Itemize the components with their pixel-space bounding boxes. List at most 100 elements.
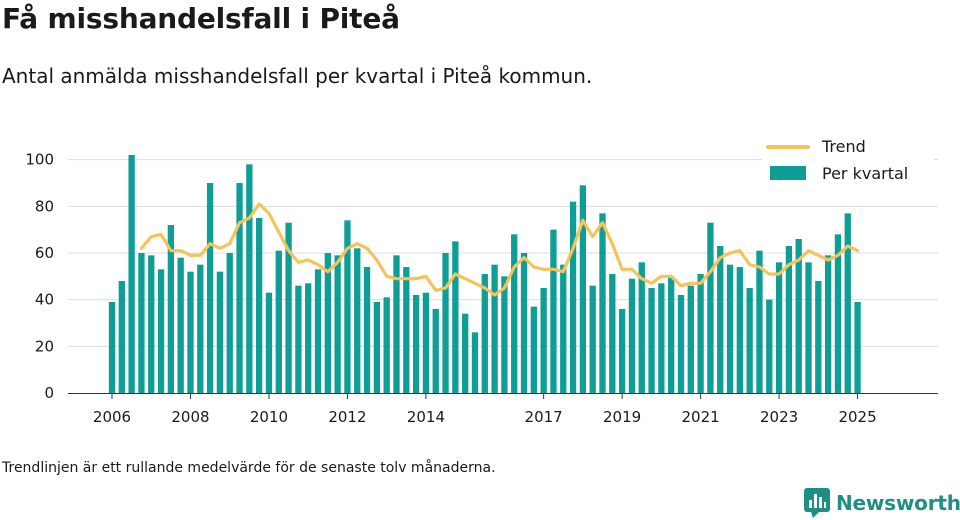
bar [589, 285, 596, 393]
bar [236, 183, 243, 393]
bar [452, 241, 459, 393]
legend: Trend Per kvartal [762, 132, 934, 190]
chart-subtitle: Antal anmälda misshandelsfall per kvarta… [2, 64, 593, 88]
bar [393, 255, 400, 393]
y-tick-label: 60 [35, 244, 54, 262]
bar [177, 257, 184, 393]
bar [756, 250, 763, 393]
bar [285, 222, 292, 393]
bar-chart-speech-bubble-icon [804, 488, 830, 518]
bar [854, 302, 861, 393]
x-tick-label: 2014 [407, 408, 445, 426]
y-tick-label: 0 [44, 384, 54, 402]
x-tick-label: 2012 [328, 408, 366, 426]
bar [638, 262, 645, 393]
y-tick-label: 80 [35, 197, 54, 215]
bar [618, 309, 626, 393]
bar [511, 234, 518, 393]
bar [569, 201, 577, 393]
bar [187, 271, 194, 393]
bar [550, 229, 557, 393]
bar [295, 285, 302, 393]
legend-bar-swatch [770, 166, 806, 180]
bar [717, 246, 724, 393]
x-tick-label: 2010 [250, 408, 288, 426]
trend-line [139, 202, 860, 297]
bar [148, 255, 155, 393]
bar [118, 281, 125, 393]
bar [265, 292, 273, 393]
trend-line-series [139, 202, 860, 297]
y-tick-label: 100 [25, 151, 54, 169]
legend-bar-label: Per kvartal [822, 164, 908, 183]
legend-background [762, 132, 934, 190]
bar [707, 222, 714, 393]
bar [167, 225, 175, 393]
x-tick-label: 2023 [760, 408, 798, 426]
bar [305, 283, 312, 393]
bar [138, 253, 145, 393]
bar [108, 302, 116, 393]
bar [697, 274, 704, 393]
bar [658, 283, 665, 393]
bar [206, 183, 214, 393]
bar [687, 285, 694, 393]
bar [432, 309, 439, 393]
x-tick-label: 2025 [838, 408, 876, 426]
bar [736, 267, 743, 393]
bar [157, 269, 165, 393]
bar [815, 281, 822, 393]
bar [805, 262, 812, 393]
bar [344, 220, 351, 393]
bar [324, 253, 331, 393]
bar [314, 269, 322, 393]
bar [628, 278, 636, 393]
bar [609, 274, 616, 393]
bar [520, 253, 528, 393]
bar-series [108, 155, 861, 393]
bar [197, 264, 204, 393]
x-tick-label: 2006 [93, 408, 131, 426]
bar [422, 292, 430, 393]
bar [579, 185, 587, 393]
bar [540, 288, 547, 393]
y-tick-label: 40 [35, 291, 54, 309]
bar [442, 253, 449, 393]
bar [491, 264, 498, 393]
y-tick-label: 20 [35, 337, 54, 355]
bar [530, 306, 537, 393]
bar [216, 271, 224, 393]
bar [668, 276, 675, 393]
bar [648, 288, 655, 393]
brand: Newsworthy [804, 488, 960, 518]
bar [128, 155, 135, 393]
bar-line-chart: 0 20 40 60 80 100 2006 2008 2010 2012 2014 2017 201… [25, 132, 938, 426]
y-axis: 0 20 40 60 80 100 [25, 151, 54, 402]
x-tick-label: 2021 [682, 408, 720, 426]
bar [795, 239, 802, 393]
bar [726, 264, 734, 393]
bar [775, 262, 783, 393]
bar [677, 295, 685, 393]
x-tick-label: 2008 [171, 408, 209, 426]
bar [226, 253, 233, 393]
bar [373, 302, 381, 393]
brand-name: Newsworthy [836, 491, 960, 515]
bar [354, 248, 361, 393]
bar [834, 234, 842, 393]
bar [766, 299, 773, 393]
x-axis: 2006 2008 2010 2012 2014 2017 2019 2021 2023 2025 [68, 393, 938, 426]
bar [275, 250, 282, 393]
bar [471, 332, 479, 393]
footnote: Trendlinjen är ett rullande medelvärde f… [2, 460, 496, 476]
bar [363, 267, 371, 393]
bar [383, 297, 390, 393]
bar [246, 164, 253, 393]
bar [481, 274, 488, 393]
x-tick-label: 2019 [603, 408, 641, 426]
bar [334, 255, 341, 393]
bar [403, 267, 410, 393]
bar [824, 255, 832, 393]
bar [844, 213, 851, 393]
bar [785, 246, 793, 393]
